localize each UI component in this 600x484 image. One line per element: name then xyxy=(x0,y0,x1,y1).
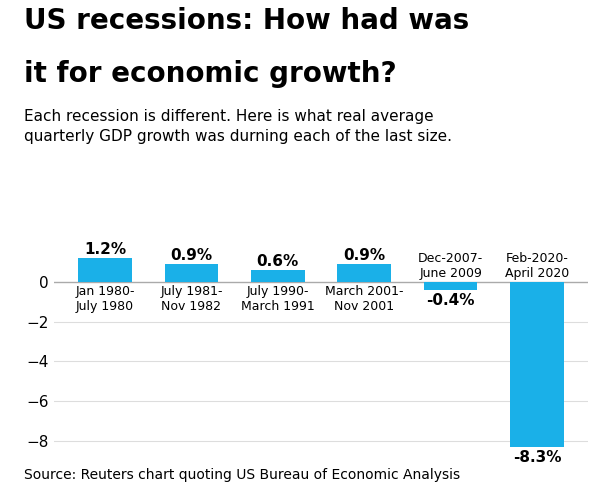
Bar xyxy=(337,264,391,282)
Bar xyxy=(424,282,478,290)
Text: Each recession is different. Here is what real average
quarterly GDP growth was : Each recession is different. Here is wha… xyxy=(24,109,452,144)
Text: Source: Reuters chart quoting US Bureau of Economic Analysis: Source: Reuters chart quoting US Bureau … xyxy=(24,468,460,482)
Text: Dec-2007-
June 2009: Dec-2007- June 2009 xyxy=(418,252,483,280)
Text: July 1981-
Nov 1982: July 1981- Nov 1982 xyxy=(160,285,223,313)
Text: 0.9%: 0.9% xyxy=(343,248,385,263)
Text: 0.6%: 0.6% xyxy=(257,254,299,269)
Bar xyxy=(510,282,564,447)
Text: Feb-2020-
April 2020: Feb-2020- April 2020 xyxy=(505,252,569,280)
Text: -0.4%: -0.4% xyxy=(427,293,475,308)
Bar xyxy=(164,264,218,282)
Text: -8.3%: -8.3% xyxy=(512,450,561,465)
Text: it for economic growth?: it for economic growth? xyxy=(24,60,397,89)
Text: 0.9%: 0.9% xyxy=(170,248,212,263)
Bar xyxy=(251,270,305,282)
Text: July 1990-
March 1991: July 1990- March 1991 xyxy=(241,285,314,313)
Text: March 2001-
Nov 2001: March 2001- Nov 2001 xyxy=(325,285,403,313)
Text: Jan 1980-
July 1980: Jan 1980- July 1980 xyxy=(76,285,135,313)
Bar xyxy=(78,258,132,282)
Text: 1.2%: 1.2% xyxy=(84,242,126,257)
Text: US recessions: How had was: US recessions: How had was xyxy=(24,7,469,35)
